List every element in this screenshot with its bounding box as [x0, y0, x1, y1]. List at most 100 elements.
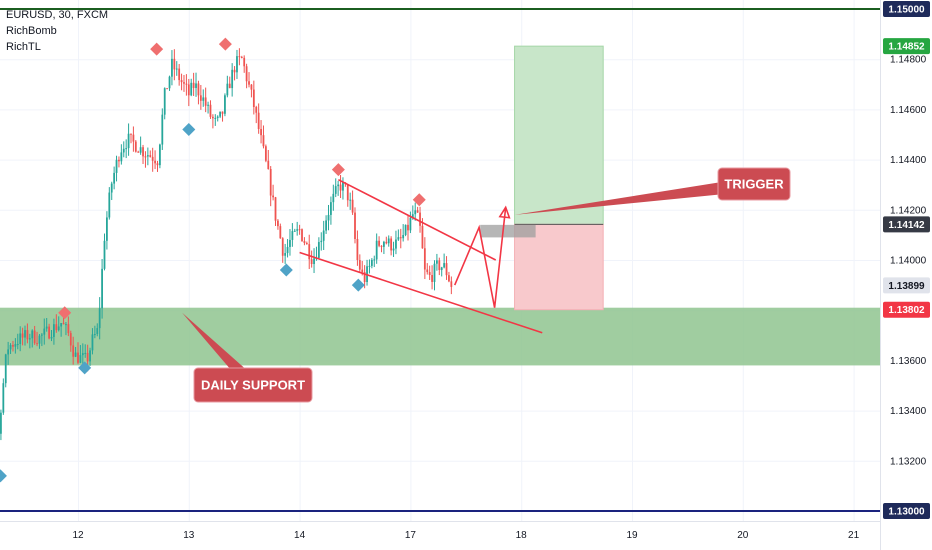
candle-body [224, 95, 226, 114]
candle-body [407, 224, 409, 231]
candle-body [101, 268, 103, 309]
candle-body [139, 147, 142, 153]
time-tick-label: 17 [405, 530, 417, 541]
candle-body [168, 76, 171, 89]
candle-body [231, 69, 234, 89]
daily-support-callout-text: DAILY SUPPORT [201, 378, 305, 393]
time-tick-label: 21 [848, 530, 860, 541]
candle-body [9, 345, 12, 350]
candle-body [192, 82, 195, 88]
trigger-zone-box[interactable] [480, 224, 536, 238]
candle-body [127, 133, 130, 149]
candle-body [151, 156, 154, 161]
candle-body [252, 89, 255, 108]
time-axis[interactable]: 12 13 14 17 18 19 20 21 [72, 530, 859, 541]
candle-body [240, 56, 243, 58]
projection-arrowhead [498, 205, 511, 219]
price-tick-label: 1.13400 [890, 406, 927, 417]
candle-body [163, 88, 166, 115]
price-tick-label: 1.14600 [890, 105, 927, 116]
candle-body [402, 234, 405, 239]
candle-body [31, 330, 34, 339]
candle-body [178, 68, 181, 81]
candle-body [108, 192, 111, 218]
candle-body [36, 343, 38, 345]
pivot-high-marker [150, 42, 164, 56]
time-tick-label: 19 [626, 530, 638, 541]
candle-body [322, 230, 325, 241]
long-position-tool[interactable] [514, 45, 604, 311]
price-badge [883, 277, 930, 294]
candle-body [7, 349, 10, 355]
price-tick-label: 1.14200 [890, 205, 927, 216]
candle-body [342, 182, 344, 191]
candle-body [339, 184, 342, 191]
candle-body [411, 214, 414, 218]
candle-body [269, 169, 272, 196]
price-badge [883, 301, 930, 318]
price-axis-badges: 1.15000 1.14852 1.14142 1.13899 1.13802 1.130… [883, 1, 930, 519]
candle-body [286, 246, 289, 254]
candle-body [211, 116, 214, 119]
candle-body [74, 352, 77, 357]
pivot-high-marker [58, 306, 72, 320]
candle-body [281, 238, 284, 256]
candle-body [354, 212, 356, 239]
candle-body [298, 229, 301, 231]
candle-body [48, 326, 50, 339]
candle-body [156, 163, 159, 166]
candle-body [313, 258, 315, 265]
price-badge [883, 1, 930, 17]
candle-body [209, 104, 212, 117]
candle-body [91, 334, 94, 351]
candle-body [120, 152, 123, 162]
candle-body [409, 217, 412, 231]
candle-body [62, 323, 65, 325]
candle-body [279, 226, 282, 239]
candle-body [89, 350, 91, 362]
candle-body [55, 324, 58, 331]
indicator-richbomb-label[interactable]: RichBomb [6, 25, 57, 37]
trigger-callout[interactable]: TRIGGER [514, 167, 791, 215]
candle-body [375, 240, 378, 260]
candle-body [12, 345, 14, 347]
candle-body [361, 269, 364, 273]
candle-body [358, 260, 361, 270]
candle-body [296, 229, 299, 231]
price-tick-label: 1.14000 [890, 256, 927, 267]
candle-body [257, 112, 260, 129]
pivot-low-marker [78, 361, 92, 375]
candle-body [0, 412, 2, 434]
candle-body [53, 324, 55, 337]
candle-body [137, 151, 140, 153]
channel-upper-line[interactable] [338, 178, 497, 261]
candle-body [72, 345, 75, 357]
time-tick-label: 20 [737, 530, 749, 541]
price-axis[interactable]: 1.15000 1.14800 1.14600 1.14400 1.14200 1.140… [890, 5, 927, 518]
candle-body [248, 81, 250, 85]
price-badge-label: 1.14142 [888, 220, 925, 231]
candle-body [272, 195, 275, 198]
candle-body [77, 352, 79, 363]
candle-body [351, 199, 354, 213]
candle-body [243, 57, 246, 67]
candle-body [289, 239, 291, 247]
candle-body [228, 83, 231, 89]
candle-body [14, 344, 17, 347]
symbol-title[interactable]: EURUSD, 30, FXCM [6, 9, 109, 21]
daily-support-callout[interactable]: DAILY SUPPORT [182, 312, 313, 403]
candle-body [122, 148, 125, 153]
candle-body [199, 95, 202, 101]
candle-body [4, 354, 7, 384]
pivot-high-marker [331, 163, 345, 177]
candle-body [173, 58, 176, 70]
candle-body [60, 323, 63, 327]
projection-path[interactable] [453, 207, 507, 308]
channel-lower-line[interactable] [299, 251, 543, 334]
candle-body [183, 82, 185, 84]
candle-body [219, 111, 222, 117]
price-badge [883, 503, 930, 519]
indicator-richtl-label[interactable]: RichTL [6, 41, 41, 53]
candle-body [33, 330, 36, 344]
